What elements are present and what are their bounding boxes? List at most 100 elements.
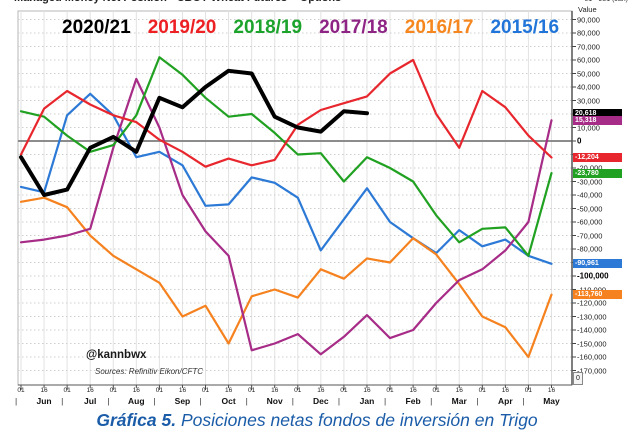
month-label: Apr xyxy=(498,396,513,406)
month-label: Jun xyxy=(36,396,52,406)
y-tick-label: 10,000 xyxy=(577,123,600,132)
y-tick-label: 50,000 xyxy=(577,69,600,78)
y-tick-label: -60,000 xyxy=(577,217,603,227)
series-line-2015-16 xyxy=(19,92,553,265)
y-tick-label: -80,000 xyxy=(577,244,603,254)
axis-value-badge: 20,618 xyxy=(573,108,622,118)
x-tick-label: 01 xyxy=(478,387,486,394)
x-tick-label: 01 xyxy=(201,387,210,394)
y-tick-label: -130,000 xyxy=(577,312,607,321)
month-label: Oct xyxy=(221,396,236,406)
x-tick-label: 01 xyxy=(294,387,302,394)
x-tick-label: 01 xyxy=(340,387,348,394)
caption: Gráfica 5. Posiciones netas fondos de in… xyxy=(0,410,634,431)
legend-item-2016-17: 2016/17 xyxy=(404,17,474,38)
series-line-2016-17 xyxy=(19,196,553,359)
x-tick-label: 16 xyxy=(86,387,94,394)
y-tick-label: 60,000 xyxy=(577,55,600,65)
series-line-2017-18 xyxy=(19,77,553,356)
y-tick-label: 90,000 xyxy=(577,15,600,24)
value-axis-title: Value xyxy=(578,5,597,14)
month-label: Mar xyxy=(451,396,467,406)
month-separator: | xyxy=(245,396,248,406)
series-line-2020-21 xyxy=(19,68,369,197)
month-separator: | xyxy=(153,396,156,406)
y-tick-label: -120,000 xyxy=(577,298,607,308)
month-label: Sep xyxy=(174,396,191,406)
x-tick-label: 01 xyxy=(248,387,256,394)
month-label: Nov xyxy=(266,396,283,406)
x-tick-label: 16 xyxy=(547,387,556,394)
caption-text: Posiciones netas fondos de inversión en … xyxy=(176,410,538,430)
month-separator: | xyxy=(384,396,387,406)
axis-corner-zero: 0 xyxy=(573,372,583,385)
series-line-2019-20 xyxy=(19,58,553,168)
x-tick-label: 16 xyxy=(224,387,233,394)
x-tick-label: 16 xyxy=(317,387,325,394)
x-tick-label: 01 xyxy=(63,387,71,394)
y-tick-label: -140,000 xyxy=(577,325,607,335)
y-tick-label: -160,000 xyxy=(577,352,607,362)
caption-prefix: Gráfica 5. xyxy=(96,410,177,430)
axis-value-badge: -12,204 xyxy=(573,152,622,162)
month-separator: | xyxy=(107,396,110,406)
legend-item-2020-21: 2020/21 xyxy=(62,17,131,38)
month-separator: | xyxy=(430,396,433,406)
legend: 2020/21 2019/20 2018/19 2017/18 2016/17 2015/… xyxy=(62,17,559,39)
y-tick-label: 30,000 xyxy=(577,96,600,105)
y-tick-label: -110,000 xyxy=(577,285,629,294)
x-tick-label: 16 xyxy=(132,387,140,394)
month-separator: | xyxy=(61,396,64,406)
legend-item-2015-16: 2015/16 xyxy=(490,17,560,38)
x-tick-label: 16 xyxy=(501,387,509,394)
y-tick-label: 70,000 xyxy=(577,42,600,51)
axis-value-badge: -90,961 xyxy=(573,259,622,269)
x-tick-label: 16 xyxy=(455,387,463,394)
watermark-sources: Sources: Refinitiv Eikon/CFTC xyxy=(95,367,204,376)
legend-item-2019-20: 2019/20 xyxy=(147,17,217,38)
plot-area xyxy=(17,10,573,386)
x-tick-label: 01 xyxy=(155,387,163,394)
month-separator: | xyxy=(15,396,18,406)
x-tick-label: 16 xyxy=(363,387,371,394)
y-tick-label: -170,000 xyxy=(577,366,607,375)
month-separator: | xyxy=(199,396,202,406)
y-tick-label: -40,000 xyxy=(577,190,603,200)
y-tick-label: 40,000 xyxy=(577,82,600,92)
month-separator: | xyxy=(291,396,294,406)
axis-value-badge: 15,318 xyxy=(573,115,622,125)
x-tick-label: 16 xyxy=(409,387,417,394)
x-tick-label: 01 xyxy=(386,387,394,394)
month-label: Jul xyxy=(84,396,97,406)
chart-top-right-label: 01 - 931 (Jan) xyxy=(584,0,628,3)
axis-value-badge: -23,780 xyxy=(573,168,622,178)
x-tick-label: 01 xyxy=(17,387,25,394)
x-tick-label: 01 xyxy=(109,387,117,394)
y-tick-label: 0 xyxy=(577,136,582,146)
month-label: Aug xyxy=(128,396,145,406)
x-tick-label: 16 xyxy=(40,387,48,394)
y-tick-label: -50,000 xyxy=(577,204,603,213)
month-separator: | xyxy=(476,396,479,406)
y-tick-label: -30,000 xyxy=(577,177,603,186)
legend-item-2018-19: 2018/19 xyxy=(233,17,303,38)
x-tick-label: 16 xyxy=(271,387,279,394)
y-tick-label: -20,000 xyxy=(577,164,629,173)
chart-title: Managed Money Net Position - CBOT Wheat … xyxy=(14,0,341,4)
month-separator: | xyxy=(337,396,341,406)
watermark-handle: @kannbwx xyxy=(86,349,147,361)
month-label: Jan xyxy=(359,396,375,406)
y-tick-label: -70,000 xyxy=(577,231,603,240)
month-label: May xyxy=(543,396,560,406)
y-tick-label: -100,000 xyxy=(577,271,609,281)
y-tick-label: 80,000 xyxy=(577,28,600,38)
x-tick-label: 01 xyxy=(524,387,533,394)
axis-value-badge: -113,760 xyxy=(573,290,622,300)
month-separator: | xyxy=(522,396,525,406)
x-tick-label: 01 xyxy=(432,387,440,394)
x-tick-label: 16 xyxy=(178,387,187,394)
month-label: Dec xyxy=(313,396,329,406)
legend-item-2017-18: 2017/18 xyxy=(319,17,388,38)
